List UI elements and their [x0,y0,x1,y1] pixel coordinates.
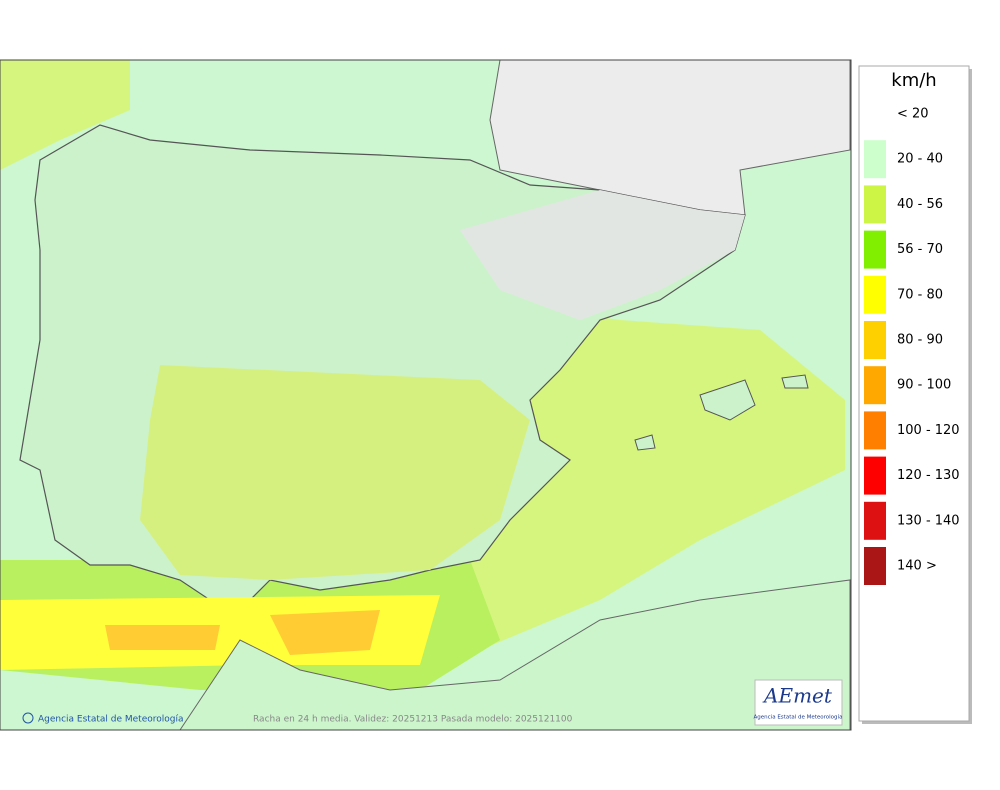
legend-label: 90 - 100 [897,378,951,393]
map-frame [0,59,852,731]
legend: km/h < 20 20 - 40 40 - 56 56 - 70 70 - 80 80 … [858,65,972,724]
wind-zone [105,625,220,650]
map: Agencia Estatal de Meteorología Racha en… [0,59,852,731]
legend-label: < 20 [897,107,929,122]
legend-swatch [864,321,886,359]
wind-zone [140,365,530,580]
legend-label: 130 - 140 [897,513,960,528]
legend-swatch [864,411,886,450]
legend-label: 56 - 70 [897,242,943,257]
logo-subtitle: Agencia Estatal de Meteorología [754,714,843,721]
logo: AEmet [762,684,833,708]
caption: Racha en 24 h media. Validez: 20251213 P… [253,715,573,725]
legend-label: 140 > [897,559,937,574]
legend-swatch [864,275,886,314]
legend-swatch [864,456,886,495]
legend-label: 20 - 40 [897,152,943,167]
island [634,434,656,451]
legend-swatch [864,140,886,179]
legend-label: 80 - 90 [897,333,943,348]
legend-label: 100 - 120 [897,423,960,438]
island [781,374,809,389]
legend-label: 40 - 56 [897,197,943,212]
legend-swatch [864,230,886,269]
logo-box [754,679,843,726]
legend-swatch [864,547,886,585]
legend-label: 70 - 80 [897,287,943,302]
legend-label: 120 - 130 [897,468,960,483]
wind-zone [0,60,130,170]
legend-swatch [864,501,886,540]
wind-zone [270,610,380,655]
africa [179,579,851,731]
legend-swatch [864,185,886,224]
legend-swatch [864,366,886,405]
legend-title: km/h [891,70,936,91]
copyright-icon [22,712,34,724]
island [699,379,756,421]
mountains [460,190,745,320]
credit: Agencia Estatal de Meteorología [38,715,184,725]
